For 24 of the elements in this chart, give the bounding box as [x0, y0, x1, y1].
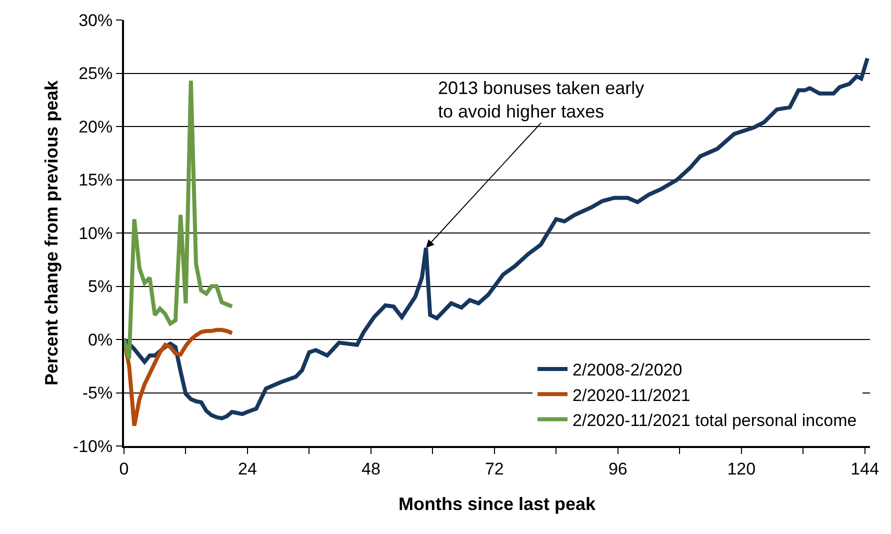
x-tick-label: 24: [238, 459, 257, 478]
y-tick-label: -10%: [72, 436, 113, 456]
y-tick-label: 15%: [78, 170, 113, 190]
x-tick-label: 120: [727, 459, 756, 478]
y-tick-label: 5%: [88, 277, 113, 296]
legend-label: 2/2020-11/2021: [572, 386, 690, 405]
x-axis-title: Months since last peak: [398, 494, 597, 514]
legend-label: 2/2008-2/2020: [572, 360, 682, 380]
x-tick-label: 48: [361, 459, 380, 478]
line-series: [124, 328, 234, 428]
x-tick-label: 144: [850, 459, 880, 478]
y-tick-label: 30%: [78, 10, 113, 30]
legend-label: 2/2020-11/2021 total personal income: [572, 410, 857, 430]
y-tick-label: -5%: [82, 384, 113, 403]
y-tick-label: 0%: [88, 330, 113, 350]
y-tick-label: 20%: [78, 117, 113, 136]
line-series: [124, 78, 234, 361]
y-tick-label: 10%: [78, 224, 113, 243]
x-tick-label: 96: [608, 459, 628, 478]
x-tick-label: 0: [119, 459, 129, 478]
x-tick-label: 72: [484, 459, 504, 478]
y-axis-title: Percent change from previous peak: [42, 79, 62, 386]
y-tick-label: 25%: [78, 64, 113, 84]
annotation: 2013 bonuses taken early to avoid higher taxes: [438, 78, 644, 122]
